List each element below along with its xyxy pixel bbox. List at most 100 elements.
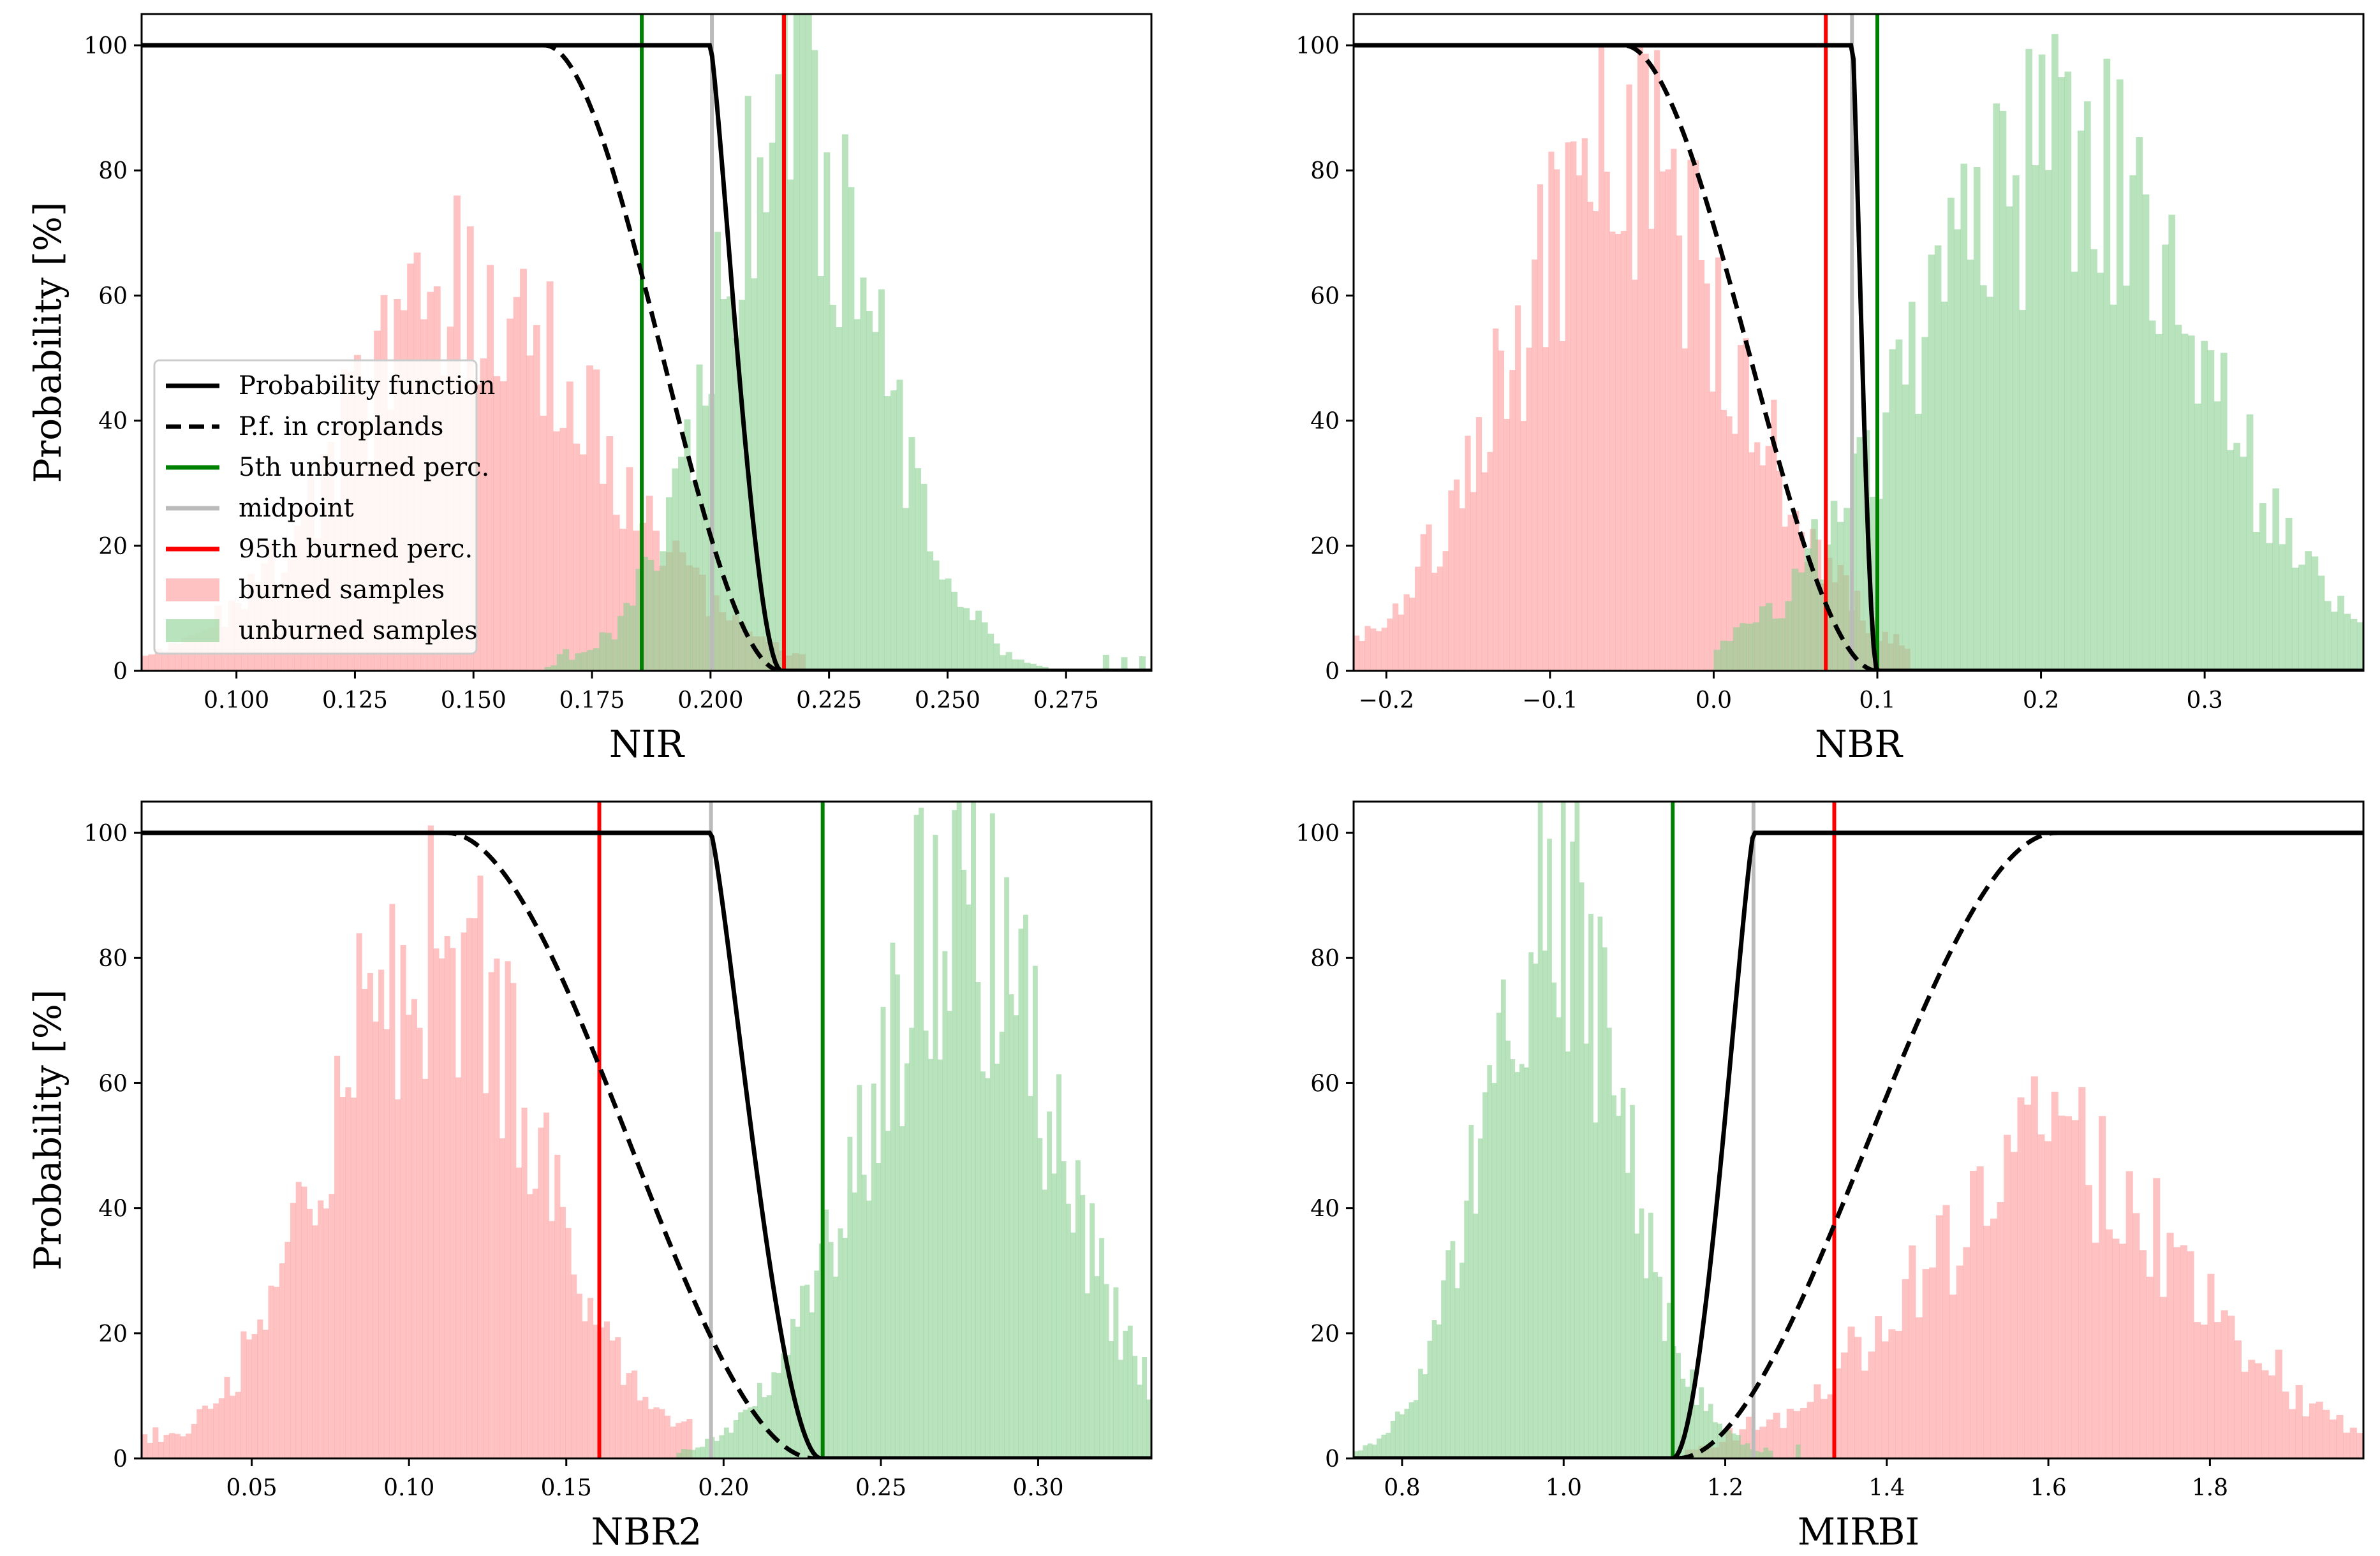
- burned-bin: [1861, 1370, 1868, 1458]
- unburned-bin: [1666, 1303, 1672, 1458]
- unburned-bin: [1381, 1434, 1387, 1458]
- burned-bin: [1814, 1384, 1821, 1458]
- burned-bin: [1542, 347, 1549, 671]
- unburned-bin: [752, 1406, 758, 1458]
- unburned-bin: [580, 652, 588, 671]
- unburned-bin: [2194, 403, 2201, 671]
- unburned-bin: [795, 1326, 801, 1458]
- burned-bin: [427, 825, 434, 1458]
- unburned-bin: [568, 659, 575, 671]
- burned-bin: [2010, 1152, 2018, 1458]
- burned-bin: [2159, 1296, 2168, 1458]
- unburned-bin: [2187, 335, 2195, 671]
- unburned-bin: [1699, 1387, 1704, 1458]
- unburned-bin: [2337, 596, 2344, 671]
- unburned-bin: [2240, 457, 2247, 671]
- burned-bin: [1888, 1329, 1896, 1458]
- burned-bin: [175, 643, 182, 671]
- chart-panel-nir: 0.100 0.125 0.150 0.175 0.200 0.225 0.250 0.275…: [26, 13, 1153, 766]
- burned-bin: [2004, 1134, 2011, 1458]
- unburned-bin: [1607, 1027, 1612, 1458]
- unburned-bin: [939, 579, 946, 671]
- unburned-bin: [951, 591, 958, 671]
- burned-bin: [559, 427, 567, 671]
- unburned-bin: [2123, 285, 2130, 671]
- burned-bin: [356, 933, 362, 1458]
- unburned-bin: [1491, 1083, 1497, 1458]
- unburned-bin: [575, 653, 582, 671]
- burned-bin: [1929, 1267, 1937, 1458]
- unburned-bin: [617, 615, 624, 671]
- unburned-bin: [738, 1412, 744, 1458]
- unburned-bin: [2090, 249, 2097, 671]
- burned-bin: [1902, 1279, 1909, 1458]
- unburned-bin: [677, 457, 685, 671]
- legend-entry: Probability function: [239, 371, 495, 400]
- unburned-bin: [1565, 1051, 1571, 1458]
- burned-bin: [565, 1228, 572, 1458]
- burned-bin: [642, 1397, 649, 1458]
- unburned-bin: [743, 1409, 748, 1458]
- unburned-bin: [1763, 1448, 1769, 1458]
- burned-bin: [1375, 631, 1382, 671]
- burned-bin: [554, 1154, 561, 1458]
- burned-bin: [1381, 628, 1387, 671]
- y-tick-label: 40: [98, 409, 128, 435]
- unburned-bin: [890, 943, 896, 1458]
- y-tick-label: 80: [98, 158, 128, 184]
- burned-bin: [1771, 399, 1777, 671]
- unburned-bin: [2305, 551, 2312, 671]
- unburned-bin: [748, 1407, 753, 1458]
- unburned-bin: [1024, 663, 1031, 671]
- unburned-bin: [1889, 349, 1896, 671]
- x-tick-label: 1.2: [1707, 1475, 1743, 1501]
- burned-bin: [1915, 1317, 1923, 1458]
- unburned-bin: [909, 1027, 915, 1458]
- probability-function-curve: [142, 43, 1151, 671]
- burned-bin: [2166, 1233, 2174, 1458]
- unburned-bin: [766, 1395, 772, 1458]
- unburned-bin: [1464, 1200, 1469, 1458]
- burned-bin: [1554, 169, 1560, 671]
- unburned-bin: [629, 605, 636, 671]
- burned-bin: [1643, 54, 1649, 671]
- unburned-bin: [2032, 165, 2039, 671]
- unburned-bin: [2097, 272, 2104, 671]
- unburned-bin: [1986, 297, 1993, 671]
- unburned-bin: [1934, 245, 1942, 671]
- y-tick-label: 0: [1325, 1446, 1340, 1472]
- unburned-bin: [762, 1397, 767, 1458]
- unburned-bin: [2220, 353, 2228, 671]
- unburned-bin: [1765, 603, 1773, 671]
- burned-bin: [2058, 1115, 2066, 1458]
- unburned-bin: [876, 1163, 882, 1458]
- unburned-bin: [1533, 964, 1539, 1458]
- burned-bin: [334, 1055, 341, 1458]
- unburned-bin: [2356, 622, 2363, 671]
- unburned-bin: [1065, 1203, 1071, 1458]
- unburned-bin: [2129, 175, 2137, 671]
- unburned-bin: [2266, 543, 2273, 671]
- burned-bin: [2228, 1316, 2235, 1458]
- unburned-bin: [1583, 1043, 1589, 1458]
- unburned-bin: [1726, 641, 1734, 671]
- burned-bin: [670, 1427, 676, 1458]
- burned-bin: [240, 1331, 247, 1458]
- burned-bin: [1420, 534, 1426, 671]
- burned-bin: [579, 454, 587, 671]
- unburned-bin: [809, 1312, 815, 1458]
- unburned-bin: [1423, 1374, 1428, 1458]
- burned-bin: [2024, 1105, 2032, 1458]
- burned-bin: [1983, 1226, 1991, 1458]
- unburned-bin: [857, 1085, 862, 1458]
- unburned-bin: [1876, 499, 1883, 671]
- burned-bin: [1414, 566, 1421, 671]
- burned-bin: [619, 529, 627, 671]
- unburned-bin: [776, 1373, 781, 1458]
- burned-bin: [1726, 416, 1733, 671]
- burned-bin: [1748, 452, 1755, 671]
- unburned-bin: [1051, 1173, 1057, 1458]
- unburned-bin: [1740, 1444, 1746, 1458]
- plot-frame: [1352, 13, 2365, 672]
